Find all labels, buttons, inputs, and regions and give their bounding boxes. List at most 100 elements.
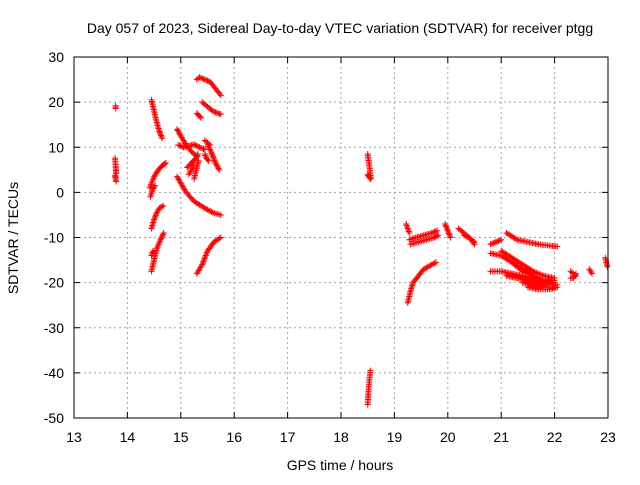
data-point [432,228,439,235]
data-point [208,150,215,157]
y-axis-ticks: -50 -40 -30 -20 -10 0 10 20 30 [44,49,608,426]
data-point [442,222,449,229]
data-point [430,229,437,236]
data-point [199,75,206,82]
data-point [444,226,451,233]
data-point [196,74,203,81]
data-point [217,211,224,218]
data-point [216,91,223,98]
data-point [551,277,558,284]
data-points [112,74,611,408]
data-point [443,223,450,230]
data-point [495,237,502,244]
data-point [367,367,374,374]
data-point [215,165,222,172]
data-point [175,141,182,148]
data-point [217,111,224,118]
data-point [443,225,450,232]
data-point [204,156,211,163]
data-point [207,147,214,154]
data-point [217,234,224,241]
data-point [156,129,163,136]
data-point [158,235,165,242]
data-point [208,208,215,215]
data-point [191,162,198,169]
data-point [604,263,611,270]
data-point [554,284,561,291]
data-point [492,239,499,246]
data-point [433,232,440,239]
data-point [460,232,467,239]
data-point [194,151,201,158]
data-point [158,132,165,139]
data-point [176,130,183,137]
data-point [212,160,219,167]
data-point [213,161,220,168]
x-tick-label: 13 [66,429,82,445]
data-point [160,202,167,209]
data-point [214,162,221,169]
data-point [197,74,204,81]
y-tick-label: 30 [48,49,64,65]
data-point [554,243,561,250]
data-point [431,260,438,267]
data-point [175,128,182,135]
data-point [199,145,206,152]
data-point [156,128,163,135]
data-point [150,248,157,255]
data-point [488,240,495,247]
data-point [445,230,452,237]
x-tick-label: 21 [493,429,509,445]
y-tick-label: 10 [48,139,64,155]
y-tick-label: -10 [44,230,64,246]
data-point [442,220,449,227]
data-point [113,178,120,185]
data-point [205,157,212,164]
data-point [193,142,200,149]
data-point [153,211,160,218]
data-point [216,166,223,173]
data-point [446,231,453,238]
data-point [177,143,184,150]
y-axis-label: SDTVAR / TECUs [5,182,21,294]
data-point [157,131,164,138]
data-point [446,233,453,240]
data-point [196,144,203,151]
data-point [192,142,199,149]
chart-title: Day 057 of 2023, Sidereal Day-to-day VTE… [87,20,593,36]
data-point [210,155,217,162]
data-point [162,160,169,167]
data-point [195,143,202,150]
data-point [204,77,211,84]
data-point [211,157,218,164]
data-point [445,229,452,236]
data-point [471,241,478,248]
data-point [160,231,167,238]
data-point [201,76,208,83]
data-point [491,239,498,246]
data-point [203,77,210,84]
data-point [463,233,470,240]
data-point [151,216,158,223]
data-point [214,164,221,171]
data-point [572,270,579,277]
data-point [152,213,159,220]
data-point [367,175,374,182]
data-point [211,108,218,115]
grid-lines [74,57,608,418]
data-point [158,133,165,140]
data-point [428,229,435,236]
y-tick-label: -40 [44,365,64,381]
data-point [217,92,224,99]
data-point [207,146,214,153]
data-point [152,212,159,219]
y-tick-label: -30 [44,320,64,336]
x-tick-label: 22 [547,429,563,445]
data-point [174,127,181,134]
data-point [200,75,207,82]
y-tick-label: -20 [44,275,64,291]
data-point [434,227,441,234]
